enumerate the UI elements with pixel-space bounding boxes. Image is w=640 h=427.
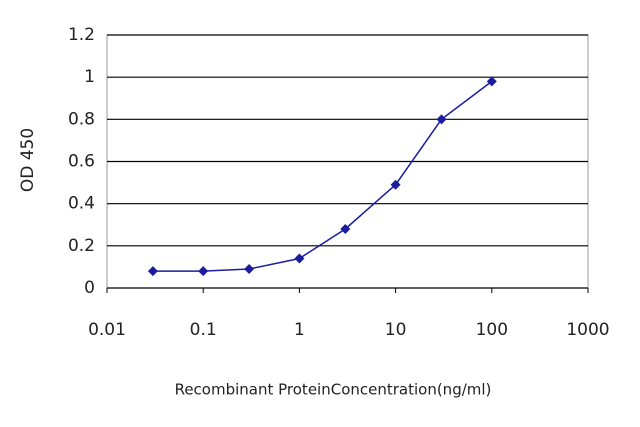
y-tick-label: 0.4 bbox=[68, 194, 95, 214]
y-tick-label: 0.8 bbox=[68, 109, 95, 129]
y-axis-label: OD 450 bbox=[18, 128, 38, 192]
y-tick-label: 0.2 bbox=[68, 236, 95, 256]
x-tick-label: 100 bbox=[476, 320, 508, 340]
data-point bbox=[244, 264, 255, 275]
series-line bbox=[152, 80, 493, 272]
y-tick-label: 1 bbox=[84, 67, 95, 87]
data-point bbox=[436, 114, 447, 125]
y-tick-label: 0.6 bbox=[68, 152, 95, 172]
data-point bbox=[147, 266, 158, 277]
y-tick-label: 0 bbox=[84, 278, 95, 298]
x-tick-label: 1 bbox=[294, 320, 305, 340]
data-point bbox=[340, 223, 351, 234]
x-tick-label: 0.1 bbox=[190, 320, 217, 340]
data-point bbox=[486, 76, 497, 87]
y-tick-label: 1.2 bbox=[68, 25, 95, 45]
x-tick-label: 0.01 bbox=[88, 320, 126, 340]
x-axis-label: Recombinant ProteinConcentration(ng/ml) bbox=[175, 381, 492, 399]
x-tick-label: 1000 bbox=[566, 320, 609, 340]
data-point bbox=[390, 179, 401, 190]
x-tick-label: 10 bbox=[385, 320, 407, 340]
data-point bbox=[294, 253, 305, 264]
data-point bbox=[198, 266, 209, 277]
